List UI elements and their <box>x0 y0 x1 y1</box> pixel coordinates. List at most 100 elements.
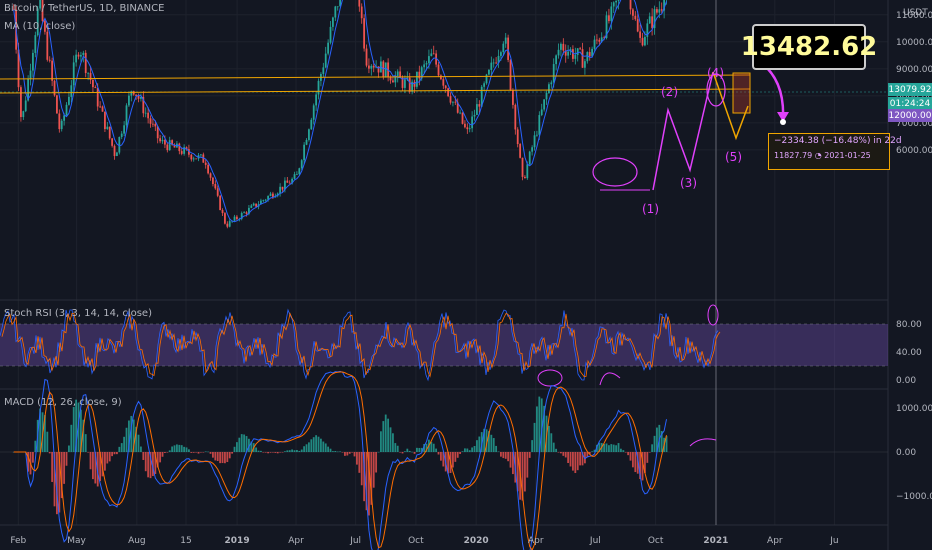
time-tick-label: 2020 <box>464 536 489 546</box>
price-axis[interactable]: 15000.0014000.0013000.0012000.0011000.00… <box>896 0 932 502</box>
resistance-line-lower <box>0 88 751 94</box>
macd-histogram-bar <box>572 452 574 471</box>
candle-body <box>332 17 334 27</box>
candle-body <box>432 53 435 55</box>
candle-body <box>540 109 543 116</box>
macd-tick-label: −1000.00 <box>896 492 932 502</box>
candle-body <box>632 9 634 16</box>
macd-histogram-bar <box>646 452 649 463</box>
candle-body <box>154 123 157 127</box>
macd-histogram-bar <box>466 448 469 452</box>
macd-histogram-bar <box>128 420 130 452</box>
candle-body <box>75 54 78 63</box>
candle-body <box>147 112 150 119</box>
macd-histogram-bar <box>104 452 106 471</box>
macd-histogram-bar <box>368 452 370 516</box>
macd-histogram-bar <box>636 452 639 474</box>
candle-body <box>324 53 327 68</box>
macd-histogram-bar <box>341 452 344 453</box>
candle-body <box>214 184 217 189</box>
macd-histogram-bar <box>608 445 610 452</box>
candle-body <box>34 35 37 53</box>
macd-histogram-bar <box>269 452 272 453</box>
candle-body <box>660 9 663 11</box>
macd-histogram-bar <box>34 440 37 452</box>
macd-histogram-bar <box>615 445 618 452</box>
macd-histogram-bar <box>65 452 68 466</box>
macd-histogram-bar <box>135 426 138 452</box>
macd-histogram-bar <box>478 436 481 452</box>
candle-body <box>255 203 258 207</box>
candle-body <box>168 140 171 151</box>
candle-body <box>281 186 284 190</box>
candle-body <box>492 62 495 64</box>
candle-body <box>471 116 474 129</box>
candle-body <box>442 79 445 86</box>
candle-body <box>120 133 123 137</box>
macd-histogram-bar <box>53 452 56 507</box>
candle-body <box>526 164 529 179</box>
candle-body <box>411 81 414 92</box>
candle-body <box>17 49 20 88</box>
macd-histogram-bar <box>322 441 325 452</box>
macd-histogram-bar <box>624 452 627 453</box>
macd-histogram-bar <box>526 452 529 478</box>
candle-body <box>656 9 658 13</box>
macd-histogram-bar <box>454 452 457 462</box>
macd-histogram-bar <box>632 452 634 468</box>
candle-body <box>156 126 159 139</box>
macd-histogram-bar <box>250 441 253 452</box>
macd-histogram-bar <box>372 452 375 488</box>
time-axis[interactable]: Feb May Aug 15 2019 Apr Jul Oct 2020 Apr Jul Oct 202… <box>10 536 838 546</box>
macd-histogram-bar <box>236 442 238 452</box>
macd-histogram-bar <box>665 436 668 452</box>
macd-histogram-bar <box>612 444 615 452</box>
candle-body <box>449 96 452 103</box>
candle-body <box>646 23 649 37</box>
wave-4-ellipse <box>706 73 726 107</box>
macd-histogram-bar <box>353 452 356 457</box>
candle-body <box>368 65 370 69</box>
time-tick-label: 2021 <box>703 536 728 546</box>
candle-body <box>603 37 606 39</box>
macd-histogram-bar <box>113 452 116 455</box>
candle-body <box>360 6 363 19</box>
macd-histogram-bar <box>430 441 433 452</box>
macd-histogram-bar <box>500 452 502 457</box>
candle-body <box>80 54 82 57</box>
macd-histogram-bar <box>360 452 363 486</box>
macd-histogram-bar <box>480 432 483 452</box>
macd-histogram-bar <box>317 436 320 452</box>
candle-body <box>418 71 421 79</box>
candle-body <box>315 94 318 106</box>
candle-body <box>459 112 462 114</box>
macd-histogram-bar <box>94 452 97 484</box>
macd-histogram-bar <box>149 452 152 479</box>
macd-histogram-bar <box>591 451 594 452</box>
candle-body <box>41 0 44 21</box>
macd-histogram-bar <box>363 452 366 502</box>
macd-histogram-bar <box>653 435 656 452</box>
macd-histogram-bar <box>77 402 80 452</box>
candle-body <box>96 87 99 107</box>
macd-tick-label: 1000.00 <box>896 404 932 414</box>
macd-histogram-bar <box>228 452 231 459</box>
macd-histogram-bar <box>524 452 526 492</box>
candle-body <box>56 95 58 114</box>
macd-histogram-bar <box>344 452 346 456</box>
candle-body <box>466 127 469 130</box>
macd-histogram-bar <box>552 442 555 452</box>
macd-histogram-bar <box>504 452 507 459</box>
macd-histogram-bar <box>538 396 541 452</box>
candle-body <box>226 223 229 227</box>
candle-body <box>106 126 109 130</box>
candle-body <box>536 134 538 136</box>
candle-body <box>408 77 411 92</box>
candle-body <box>648 16 651 24</box>
macd-histogram-bar <box>147 452 150 478</box>
candle-body <box>560 43 562 50</box>
candle-body <box>480 86 483 107</box>
stoch-k-line <box>0 308 719 382</box>
candle-body <box>581 49 584 68</box>
